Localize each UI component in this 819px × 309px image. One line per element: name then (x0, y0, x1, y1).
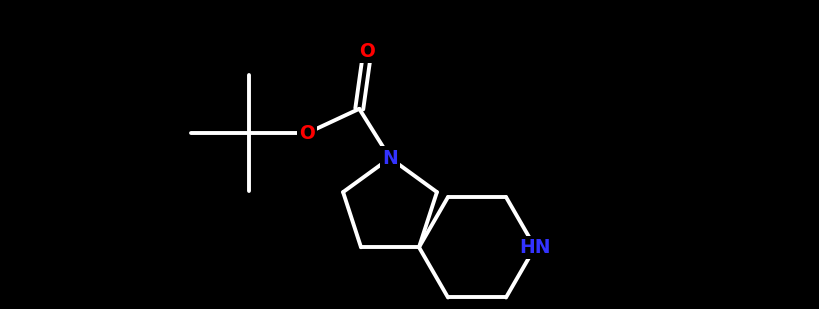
Text: HN: HN (518, 238, 550, 257)
Text: O: O (359, 42, 375, 61)
Text: N: N (382, 149, 397, 167)
Text: O: O (298, 124, 314, 143)
